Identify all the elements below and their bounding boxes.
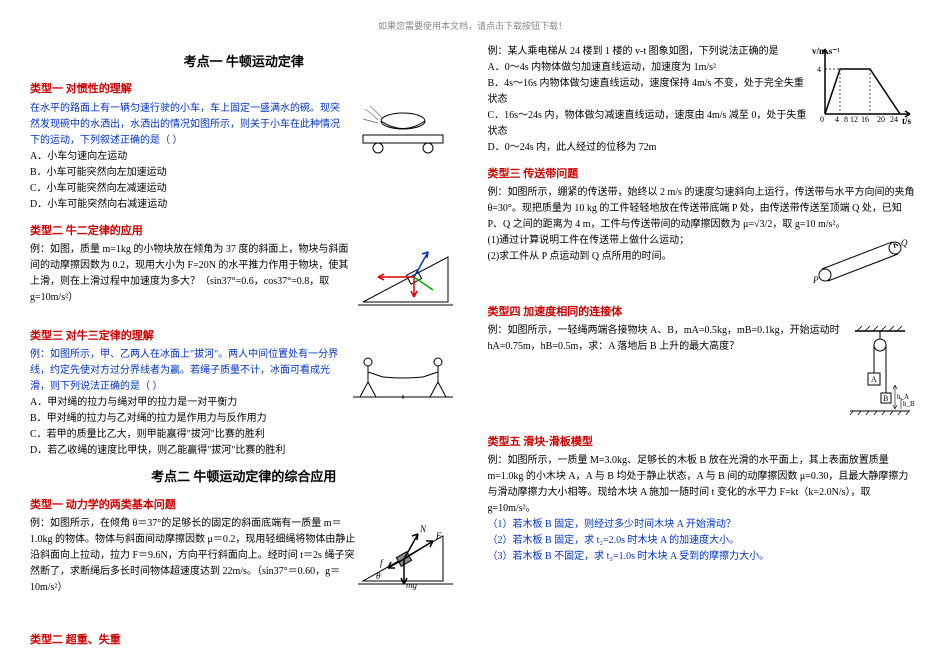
section-3: 类型三 对牛三定律的理解 例：如图所示，甲、乙两人在冰面上"拔河"。两人中间位置…: [30, 328, 458, 460]
incline-pull-figure: F N f mg θ: [358, 516, 458, 597]
right-section-2: 类型四 加速度相同的连接体 例：如图所示，一轻绳两端各接物块 A、B，mA=0.…: [488, 304, 916, 424]
opt-r0d: D．0～24s 内，此人经过的位移为 72m: [488, 140, 811, 156]
opt-1c: C．小车可能突然向左减速运动: [30, 181, 348, 197]
r3-q2: （2）若木板 B 固定，求 t₂=2.0s 时木块 A 的加速度大小。: [488, 533, 916, 549]
r3-body: 例：如图所示，一质量 M=3.0kg、足够长的木板 B 放在光滑的水平面上，其上…: [488, 453, 916, 517]
r2-body: 例：如图所示，一轻绳两端各接物块 A、B，mA=0.5kg，mB=0.1kg，开…: [488, 323, 846, 355]
opt-r0c: C．16s～24s 内，物体做匀减速直线运动，速度由 4m/s 减至 0，处于失…: [488, 108, 811, 140]
bowl-cart-figure: [348, 101, 458, 162]
svg-text:P: P: [812, 275, 819, 285]
svg-text:4: 4: [835, 115, 839, 124]
section-1-body: 在水平的路面上有一辆匀速行驶的小车，车上固定一盛满水的碗。现突然发现碗中的水洒出…: [30, 101, 348, 149]
two-column-layout: 考点一 牛顿运动定律 类型一 对惯性的理解 在水平的路面上有一辆匀速行驶的小车，…: [30, 44, 915, 652]
opt-1d: D．小车可能突然向右减速运动: [30, 197, 348, 213]
svg-text:t/s: t/s: [902, 116, 911, 126]
svg-text:N: N: [419, 524, 427, 534]
right-block-0: 例：某人乘电梯从 24 楼到 1 楼的 v-t 图象如图，下列说法正确的是 A．…: [488, 44, 916, 156]
section-3-head: 类型三 对牛三定律的理解: [30, 328, 458, 345]
section-4-body: 例：如图所示，在倾角 θ＝37°的足够长的固定的斜面底端有一质量 m＝1.0kg…: [30, 516, 358, 596]
svg-text:B: B: [883, 394, 888, 403]
tug-of-war-figure: [348, 347, 458, 413]
opt-3b: B．甲对绳的拉力与乙对绳的拉力是作用力与反作用力: [30, 411, 348, 427]
r3-q1: （1）若木板 B 固定，则经过多少时间木块 A 开始滑动？: [488, 517, 916, 533]
svg-text:12: 12: [850, 115, 858, 124]
r1-q1: (1)通过计算说明工件在传送带上做什么运动；: [488, 233, 806, 249]
left-column: 考点一 牛顿运动定律 类型一 对惯性的理解 在水平的路面上有一辆匀速行驶的小车，…: [30, 44, 458, 652]
r1-q2: (2)求工件从 P 点运动到 Q 点所用的时间。: [488, 249, 806, 265]
section-1: 类型一 对惯性的理解 在水平的路面上有一辆匀速行驶的小车，车上固定一盛满水的碗。…: [30, 81, 458, 213]
r1-body: 例：如图所示，绷紧的传送带，始终以 2 m/s 的速度匀速斜向上运行，传送带与水…: [488, 185, 916, 233]
r0-body: 例：某人乘电梯从 24 楼到 1 楼的 v-t 图象如图，下列说法正确的是: [488, 44, 811, 60]
section-1-head: 类型一 对惯性的理解: [30, 81, 458, 98]
svg-text:f: f: [380, 558, 384, 568]
opt-r0a: A．0～4s 内物体做匀加速直线运动，加速度为 1m/s²: [488, 60, 811, 76]
opt-3d: D．若乙收绳的速度比甲快，则乙能赢得"拔河"比赛的胜利: [30, 443, 348, 459]
download-hint: 如果您需要使用本文档，请点击下载按钮下载！: [30, 20, 915, 34]
opt-1a: A．小车匀速向左运动: [30, 149, 348, 165]
opt-1b: B．小车可能突然向左加速运动: [30, 165, 348, 181]
section-3-body: 例：如图所示，甲、乙两人在冰面上"拔河"。两人中间位置处有一分界线，约定先使对方…: [30, 347, 348, 395]
section-4: 类型一 动力学的两类基本问题 例：如图所示，在倾角 θ＝37°的足够长的固定的斜…: [30, 497, 458, 597]
r1-head: 类型三 传送带问题: [488, 166, 916, 183]
right-column: 例：某人乘电梯从 24 楼到 1 楼的 v-t 图象如图，下列说法正确的是 A．…: [488, 44, 916, 652]
opt-3a: A．甲对绳的拉力与绳对甲的拉力是一对平衡力: [30, 395, 348, 411]
svg-text:4: 4: [817, 65, 821, 74]
incline-force-figure: [358, 242, 458, 318]
right-section-3: 类型五 滑块·滑板模型 例：如图所示，一质量 M=3.0kg、足够长的木板 B …: [488, 434, 916, 566]
svg-text:mg: mg: [406, 580, 417, 590]
section-4-head: 类型一 动力学的两类基本问题: [30, 497, 458, 514]
svg-text:8: 8: [844, 115, 848, 124]
section-2-head: 类型二 牛二定律的应用: [30, 223, 458, 240]
svg-text:A: A: [871, 375, 877, 384]
svg-text:F: F: [435, 531, 442, 541]
main-title-2: 考点二 牛顿运动定律的综合应用: [30, 467, 458, 487]
svg-text:24: 24: [890, 115, 898, 124]
svg-text:Q: Q: [901, 238, 908, 248]
section-2: 类型二 牛二定律的应用 例：如图，质量 m=1kg 的小物块放在倾角为 37 度…: [30, 223, 458, 318]
conveyor-figure: P Q: [805, 233, 915, 294]
r2-head: 类型四 加速度相同的连接体: [488, 304, 916, 321]
opt-r0b: B．4s～16s 内物体做匀速直线运动，速度保持 4m/s 不变，处于完全失重状…: [488, 76, 811, 108]
r3-q3: （3）若木板 B 不固定，求 t₃=1.0s 时木块 A 受到的摩擦力大小。: [488, 549, 916, 565]
section-2-body: 例：如图，质量 m=1kg 的小物块放在倾角为 37 度的斜面上，物块与斜面间的…: [30, 242, 358, 306]
section-5-head: 类型二 超重、失重: [30, 632, 458, 649]
svg-text:16: 16: [861, 115, 869, 124]
vt-graph-figure: v/m.s⁻¹ t/s 4 0 4 8 12 16 20 24: [810, 44, 915, 135]
opt-3c: C．若甲的质量比乙大，则甲能赢得"拔河"比赛的胜利: [30, 427, 348, 443]
svg-text:20: 20: [877, 115, 885, 124]
r3-head: 类型五 滑块·滑板模型: [488, 434, 916, 451]
svg-text:θ: θ: [376, 571, 381, 581]
main-title-1: 考点一 牛顿运动定律: [30, 52, 458, 72]
svg-text:v/m.s⁻¹: v/m.s⁻¹: [812, 46, 840, 56]
svg-text:h_B: h_B: [903, 400, 915, 408]
pulley-figure: A B h_A h_B: [845, 323, 915, 424]
svg-text:0: 0: [820, 115, 824, 124]
right-section-1: 类型三 传送带问题 例：如图所示，绷紧的传送带，始终以 2 m/s 的速度匀速斜…: [488, 166, 916, 294]
